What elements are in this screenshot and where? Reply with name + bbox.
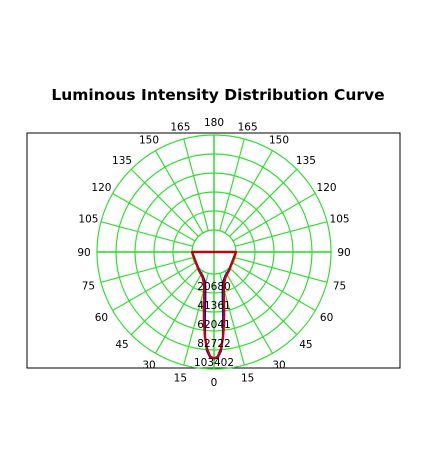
grid-spoke [183, 138, 209, 231]
angle-tick-label: 150 [269, 134, 289, 146]
angle-tick-label: 105 [78, 213, 98, 225]
angle-tick-label: 30 [272, 360, 285, 372]
angle-tick-label: 150 [139, 134, 159, 146]
series-curve-2 [190, 250, 238, 360]
grid-spoke [219, 138, 245, 231]
angle-tick-label: 180 [204, 117, 224, 129]
radial-tick-label: 103402 [194, 357, 234, 369]
angle-tick-label: 135 [112, 155, 132, 167]
angle-tick-label: 0 [211, 377, 218, 389]
grid-spoke [232, 262, 316, 312]
grid-spoke [232, 192, 316, 242]
radial-tick-labels: 20680 41361 62041 82722 103402 [194, 281, 234, 369]
angle-tick-label: 15 [241, 373, 254, 385]
radial-tick-label: 41361 [197, 300, 230, 312]
angle-tick-label: 45 [115, 339, 128, 351]
polar-grid [96, 134, 332, 370]
angle-tick-label: 120 [317, 182, 337, 194]
chart-title: Luminous Intensity Distribution Curve [51, 86, 385, 104]
grid-spoke [100, 257, 193, 283]
grid-spoke [229, 267, 298, 336]
angle-tick-label: 105 [330, 213, 350, 225]
angle-tick-label: 15 [174, 373, 187, 385]
angle-tick-label: 165 [238, 121, 258, 133]
angle-tick-label: 60 [320, 312, 333, 324]
angle-tick-label: 120 [91, 182, 111, 194]
radial-tick-label: 82722 [197, 338, 230, 350]
grid-spoke [100, 221, 193, 247]
angle-tick-label: 60 [95, 312, 108, 324]
angle-tick-label: 30 [142, 360, 155, 372]
grid-spoke [130, 267, 199, 336]
grid-spoke [235, 221, 328, 247]
angle-tick-label: 135 [296, 155, 316, 167]
grid-spoke [112, 262, 196, 312]
angle-tick-label: 165 [170, 121, 190, 133]
angle-tick-label: 75 [82, 281, 95, 293]
grid-spoke [224, 270, 274, 354]
angle-tick-label: 90 [77, 247, 90, 259]
radial-tick-label: 62041 [197, 319, 230, 331]
grid-spoke [235, 257, 328, 283]
grid-spoke [224, 150, 274, 234]
grid-spoke [154, 270, 204, 354]
grid-spoke [112, 192, 196, 242]
grid-spoke [130, 168, 199, 237]
angle-tick-label: 45 [299, 339, 312, 351]
radial-tick-label: 20680 [197, 281, 230, 293]
series-layer [190, 250, 238, 360]
grid-spoke [229, 168, 298, 237]
grid-spoke [154, 150, 204, 234]
angle-tick-label: 75 [333, 281, 346, 293]
angle-tick-labels: 0 15 15 30 30 45 45 60 60 75 75 90 90 105 105 120 120 135… [77, 117, 350, 389]
angle-tick-label: 90 [337, 247, 350, 259]
